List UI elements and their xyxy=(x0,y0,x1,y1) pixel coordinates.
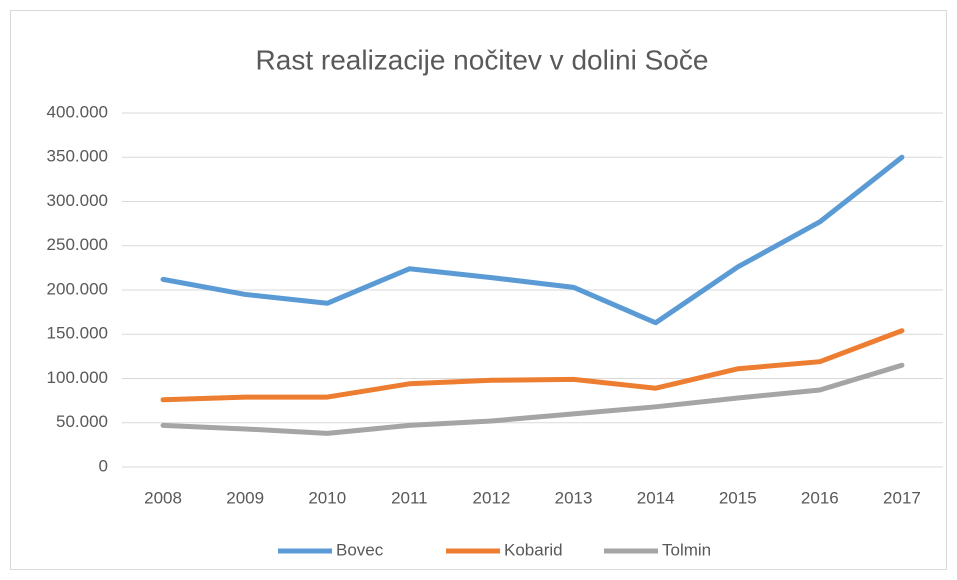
y-tick-label: 100.000 xyxy=(47,368,108,387)
x-tick-label: 2009 xyxy=(226,488,264,507)
y-tick-label: 250.000 xyxy=(47,235,108,254)
series-line xyxy=(160,362,905,436)
x-tick-label: 2008 xyxy=(144,488,182,507)
chart-title: Rast realizacije nočitev v dolini Soče xyxy=(256,44,709,75)
x-tick-label: 2010 xyxy=(308,488,346,507)
y-tick-label: 150.000 xyxy=(47,324,108,343)
y-tick-label: 0 xyxy=(99,456,108,475)
legend-label: Kobarid xyxy=(504,540,563,559)
y-tick-label: 200.000 xyxy=(47,279,108,298)
x-tick-label: 2011 xyxy=(391,488,428,507)
x-tick-label: 2012 xyxy=(473,488,511,507)
legend-label: Tolmin xyxy=(662,540,711,559)
x-tick-label: 2014 xyxy=(637,488,675,507)
y-tick-label: 50.000 xyxy=(56,412,108,431)
legend-label: Bovec xyxy=(336,540,384,559)
y-tick-label: 300.000 xyxy=(47,191,108,210)
series-line xyxy=(160,328,905,403)
x-tick-label: 2016 xyxy=(801,488,839,507)
y-tick-label: 350.000 xyxy=(47,147,108,166)
y-tick-label: 400.000 xyxy=(47,102,108,121)
x-tick-label: 2015 xyxy=(719,488,757,507)
x-tick-label: 2013 xyxy=(555,488,593,507)
x-tick-label: 2017 xyxy=(883,488,921,507)
series-line xyxy=(160,154,905,326)
